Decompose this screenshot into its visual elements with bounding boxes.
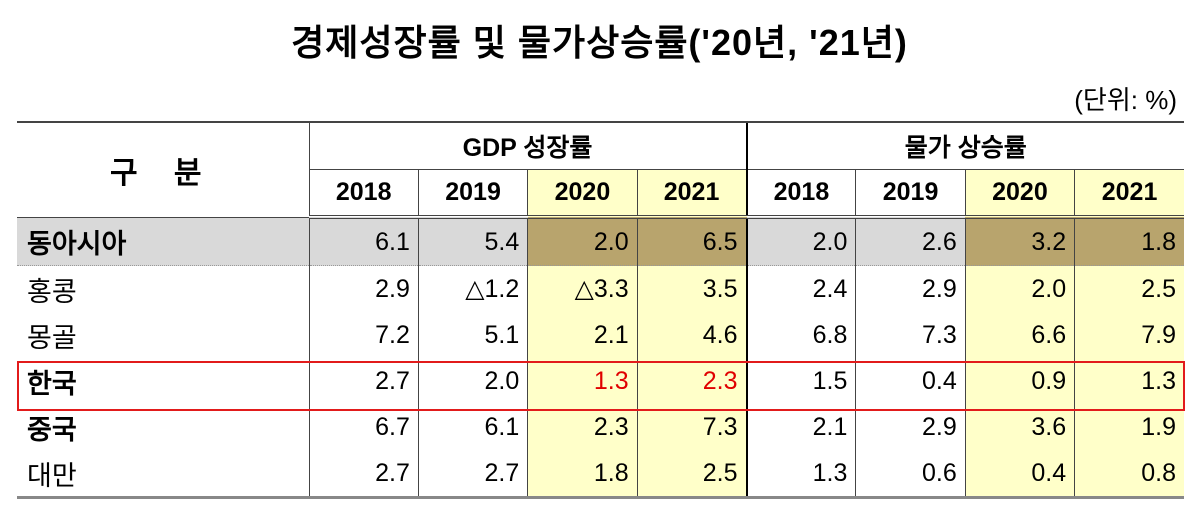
value-cell: 5.4 [417,217,528,266]
value-cell: 2.4 [745,265,856,312]
value-cell: 2.0 [417,358,528,404]
value-cell: 2.9 [855,265,966,312]
year-header: 2021 [636,169,747,219]
table-row: 홍콩 2.9 △1.2 △3.3 3.5 2.4 2.9 2.0 2.5 [17,265,1184,312]
value-cell: 7.3 [855,312,966,358]
value-cell: 1.3 [527,358,638,404]
row-label: 중국 [27,414,77,445]
row-label: 홍콩 [27,276,77,307]
year-header: 2018 [745,169,856,219]
value-cell: 2.0 [745,217,856,266]
value-cell: 1.8 [1074,217,1184,266]
year-header: 2020 [964,169,1075,219]
value-cell: 0.6 [855,450,966,499]
value-cell: 2.3 [527,404,638,450]
value-cell: 2.6 [855,217,966,266]
value-cell: 7.2 [308,312,419,358]
year-header: 2021 [1074,169,1184,219]
value-cell: 1.9 [1074,404,1184,450]
table-row: 동아시아 6.1 5.4 2.0 6.5 2.0 2.6 3.2 1.8 [17,217,1184,266]
value-cell: 0.9 [964,358,1075,404]
value-cell: 3.2 [964,217,1075,266]
value-cell: 7.3 [636,404,747,450]
data-table: 구 분 GDP 성장률 물가 상승률 2018 2019 2020 2021 2018 2… [17,121,1184,499]
row-label: 몽골 [27,322,77,353]
value-cell: 0.4 [855,358,966,404]
value-cell: 2.0 [964,265,1075,312]
value-cell: 1.3 [1074,358,1184,404]
value-cell: 0.8 [1074,450,1184,499]
value-cell: 1.5 [745,358,856,404]
year-header: 2018 [308,169,419,219]
value-cell: 2.7 [417,450,528,499]
row-label: 대만 [17,450,309,499]
year-header: 2019 [855,169,966,219]
value-cell: △3.3 [527,265,638,312]
table-row: 대만 2.7 2.7 1.8 2.5 1.3 0.6 0.4 0.8 [17,450,1184,499]
table-row: 중국 6.7 6.1 2.3 7.3 2.1 2.9 3.6 1.9 [17,404,1184,450]
unit-label: (단위: %) [1074,85,1177,115]
page-title: 경제성장률 및 물가상승률('20년, '21년) [291,22,908,63]
year-header: 2019 [417,169,528,219]
row-label: 한국 [27,368,77,399]
value-cell: 2.9 [308,265,419,312]
value-cell: 1.3 [745,450,856,499]
value-cell: 6.1 [417,404,528,450]
category-header: 구 분 [17,121,309,218]
value-cell: 2.9 [855,404,966,450]
value-cell: 2.3 [636,358,747,404]
value-cell: 2.7 [308,358,419,404]
row-label: 동아시아 [17,217,309,266]
value-cell: 6.6 [964,312,1075,358]
value-cell: 2.5 [636,450,747,499]
value-cell: 6.8 [745,312,856,358]
year-header: 2020 [527,169,638,219]
value-cell: 3.5 [636,265,747,312]
value-cell: 6.5 [636,217,747,266]
value-cell: 3.6 [964,404,1075,450]
table-row: 한국 2.7 2.0 1.3 2.3 1.5 0.4 0.9 1.3 [17,358,1184,404]
value-cell: △1.2 [417,265,528,312]
gdp-header: GDP 성장률 [308,121,747,170]
table-row: 몽골 7.2 5.1 2.1 4.6 6.8 7.3 6.6 7.9 [17,312,1184,358]
value-cell: 2.0 [527,217,638,266]
value-cell: 2.1 [527,312,638,358]
value-cell: 6.1 [308,217,419,266]
value-cell: 2.5 [1074,265,1184,312]
value-cell: 2.7 [308,450,419,499]
value-cell: 5.1 [417,312,528,358]
value-cell: 4.6 [636,312,747,358]
value-cell: 6.7 [308,404,419,450]
value-cell: 2.1 [745,404,856,450]
value-cell: 1.8 [527,450,638,499]
cpi-header: 물가 상승률 [745,121,1184,170]
value-cell: 7.9 [1074,312,1184,358]
value-cell: 0.4 [964,450,1075,499]
